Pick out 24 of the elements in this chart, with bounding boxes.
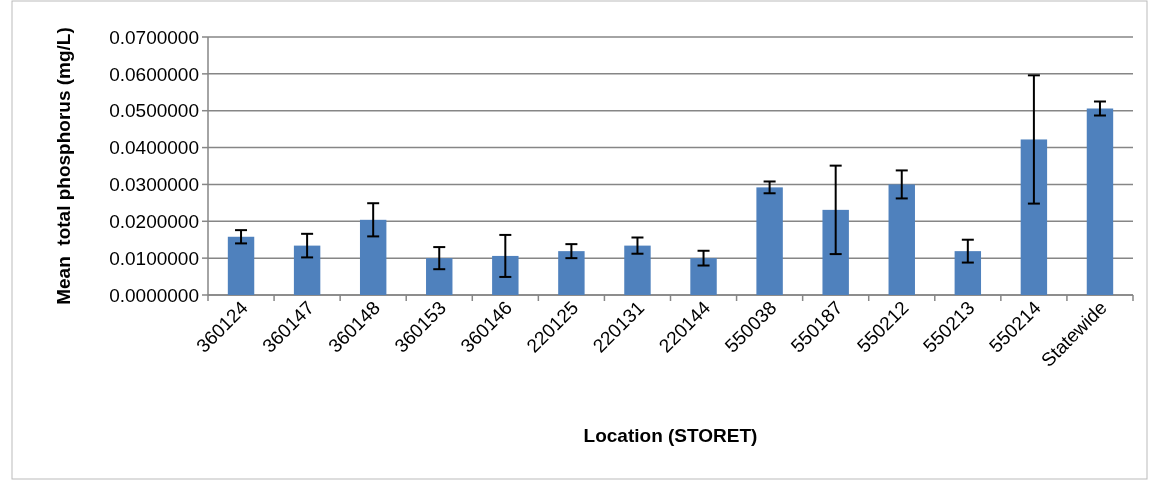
bar bbox=[954, 251, 982, 295]
y-tick-label: 0.0100000 bbox=[109, 247, 199, 269]
bar bbox=[1020, 139, 1048, 295]
bar bbox=[1086, 108, 1114, 295]
y-tick-label: 0.0700000 bbox=[109, 26, 199, 48]
bar bbox=[492, 255, 519, 295]
bar bbox=[624, 245, 651, 295]
bar bbox=[822, 209, 849, 295]
bar bbox=[888, 184, 915, 295]
y-axis-title: Mean total phosphorus (mg/L) bbox=[53, 27, 74, 305]
bar bbox=[293, 245, 321, 295]
y-tick-label: 0.0000000 bbox=[109, 284, 199, 306]
y-tick-label: 0.0600000 bbox=[109, 63, 199, 85]
y-tick-label: 0.0200000 bbox=[109, 210, 199, 232]
bar bbox=[756, 187, 783, 295]
bar bbox=[558, 251, 585, 295]
bar bbox=[690, 258, 717, 295]
bar bbox=[227, 236, 255, 295]
y-tick-label: 0.0500000 bbox=[109, 100, 199, 122]
y-tick-label: 0.0400000 bbox=[109, 137, 199, 159]
bar bbox=[426, 258, 453, 295]
y-tick-label: 0.0300000 bbox=[109, 174, 199, 196]
bar bbox=[359, 219, 387, 295]
x-axis-title: Location (STORET) bbox=[583, 425, 758, 446]
